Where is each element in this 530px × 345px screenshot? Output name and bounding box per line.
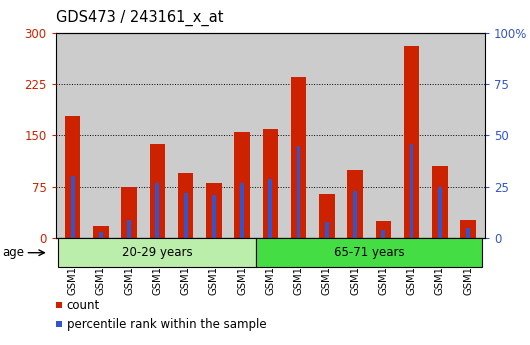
Bar xyxy=(297,146,301,238)
Bar xyxy=(234,132,250,238)
Bar xyxy=(155,183,160,238)
Bar xyxy=(240,183,244,238)
Bar xyxy=(262,129,278,238)
Bar xyxy=(410,144,413,238)
Bar xyxy=(291,77,306,238)
Bar xyxy=(178,173,193,238)
Text: count: count xyxy=(67,299,100,312)
Text: 65-71 years: 65-71 years xyxy=(334,246,404,259)
Bar xyxy=(432,166,447,238)
Bar xyxy=(93,226,109,238)
Text: GDS473 / 243161_x_at: GDS473 / 243161_x_at xyxy=(56,10,223,26)
Bar xyxy=(65,116,81,238)
Bar xyxy=(268,178,272,238)
Bar xyxy=(149,144,165,238)
Bar xyxy=(70,176,75,238)
Bar xyxy=(183,193,188,238)
Bar xyxy=(376,221,391,238)
Text: percentile rank within the sample: percentile rank within the sample xyxy=(67,318,266,331)
Text: 20-29 years: 20-29 years xyxy=(122,246,192,259)
Bar xyxy=(325,221,329,238)
Bar xyxy=(381,230,385,238)
Bar xyxy=(319,194,334,238)
Bar xyxy=(460,219,476,238)
Bar xyxy=(99,232,103,238)
Bar xyxy=(438,187,441,238)
Bar xyxy=(353,191,357,238)
Bar xyxy=(127,219,131,238)
Bar xyxy=(121,187,137,238)
Bar xyxy=(206,183,222,238)
Bar xyxy=(212,195,216,238)
Text: age: age xyxy=(3,246,25,259)
Bar xyxy=(347,170,363,238)
Bar xyxy=(404,47,419,238)
Bar xyxy=(466,228,470,238)
